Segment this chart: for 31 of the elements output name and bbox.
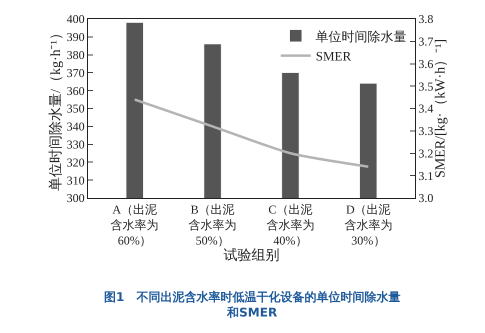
y-tick-label: 380 [66, 48, 85, 62]
x-tick-label: B（出泥含水率为50%） [188, 202, 237, 248]
y2-tick-label: 3.8 [418, 12, 434, 26]
y2-tick-label: 3.2 [418, 146, 434, 160]
y-tick-label: 330 [66, 138, 85, 152]
y2-tick-label: 3.7 [418, 34, 434, 49]
legend-label: 单位时间除水量 [316, 28, 407, 44]
y-tick-label: 350 [66, 102, 85, 116]
x-tick-label: A（出泥含水率为60%） [110, 202, 159, 248]
y-tick-label: 340 [66, 120, 85, 134]
y-tick-label: 310 [66, 173, 85, 188]
y-tick-label: 320 [66, 155, 85, 170]
x-axis-title: 试验组别 [224, 248, 280, 264]
x-tick-label: D（出泥含水率为30%） [344, 202, 392, 248]
text: 图1 不同出泥含水率时低温干化设备的单位时间除水量和SMER [104, 290, 400, 320]
y2-tick-label: 3.1 [418, 168, 434, 183]
y-tick-label: 400 [66, 12, 85, 26]
line-series [133, 98, 370, 168]
y-tick-label: 370 [66, 66, 85, 80]
y-axis-title: 单位时间除水量/（kg·h⁻¹） [48, 26, 64, 191]
y-tick-label: 300 [66, 191, 85, 206]
y-tick-label: 360 [66, 84, 85, 98]
x-tick-label: C（出泥含水率为40%） [266, 202, 314, 248]
y2-axis-title: SMER/[kg·（kW·h）⁻¹] [434, 38, 449, 178]
legend-label: SMER [316, 48, 352, 64]
y2-tick-label: 3.4 [418, 102, 434, 116]
y2-tick-label: 3.3 [418, 124, 434, 138]
y2-tick-label: 3.0 [418, 191, 434, 206]
y-tick-label: 390 [66, 30, 85, 44]
y2-tick-label: 3.5 [418, 79, 434, 94]
y2-tick-label: 3.6 [418, 56, 434, 71]
